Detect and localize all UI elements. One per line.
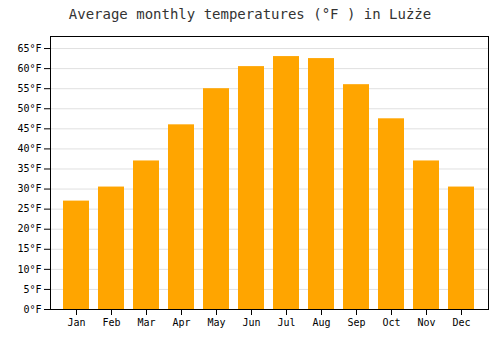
svg-text:Feb: Feb (102, 317, 120, 328)
svg-text:Nov: Nov (417, 317, 435, 328)
svg-text:65°F: 65°F (17, 43, 41, 54)
svg-text:35°F: 35°F (17, 163, 41, 174)
svg-text:Jul: Jul (277, 317, 295, 328)
svg-text:60°F: 60°F (17, 63, 41, 74)
svg-text:Apr: Apr (172, 317, 190, 328)
svg-text:Sep: Sep (347, 317, 365, 328)
svg-text:20°F: 20°F (17, 223, 41, 234)
svg-text:15°F: 15°F (17, 243, 41, 254)
svg-text:0°F: 0°F (23, 304, 41, 315)
svg-text:30°F: 30°F (17, 183, 41, 194)
svg-text:10°F: 10°F (17, 264, 41, 275)
html-text:Average monthly temperatures (: Average monthly temperatures (°F ) in Lu… (68, 6, 432, 22)
svg-text:Dec: Dec (452, 317, 470, 328)
svg-text:Aug: Aug (312, 317, 330, 328)
svg-text:Mar: Mar (137, 317, 155, 328)
svg-text:Jun: Jun (242, 317, 260, 328)
svg-text:Oct: Oct (382, 317, 400, 328)
svg-text:Jan: Jan (67, 317, 85, 328)
svg-text:25°F: 25°F (17, 203, 41, 214)
svg-text:55°F: 55°F (17, 83, 41, 94)
svg-text:50°F: 50°F (17, 103, 41, 114)
svg-text:40°F: 40°F (17, 143, 41, 154)
svg-text:May: May (207, 317, 225, 328)
svg-text:5°F: 5°F (23, 284, 41, 295)
svg-text:45°F: 45°F (17, 123, 41, 134)
